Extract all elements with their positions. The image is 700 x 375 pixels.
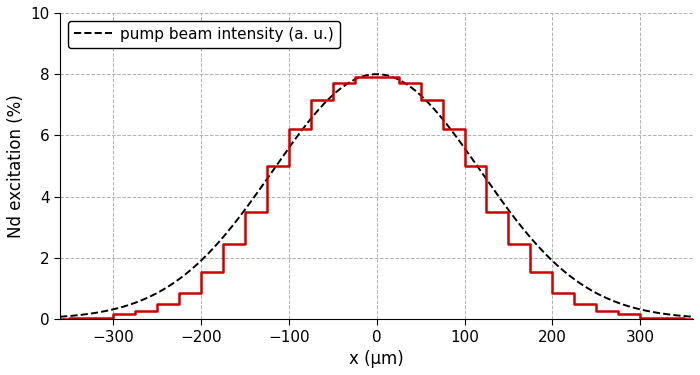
pump beam intensity (a. u.): [372, 72, 381, 76]
pump beam intensity (a. u.): [671, 313, 679, 317]
Y-axis label: Nd excitation (%): Nd excitation (%): [7, 94, 25, 238]
pump beam intensity (a. u.): [554, 264, 563, 269]
pump beam intensity (a. u.): [689, 315, 697, 319]
Line: pump beam intensity (a. u.): pump beam intensity (a. u.): [60, 74, 693, 317]
pump beam intensity (a. u.): [56, 315, 64, 319]
pump beam intensity (a. u.): [347, 79, 356, 84]
Legend: pump beam intensity (a. u.): pump beam intensity (a. u.): [68, 21, 340, 48]
pump beam intensity (a. u.): [364, 73, 372, 77]
X-axis label: x (μm): x (μm): [349, 350, 404, 368]
pump beam intensity (a. u.): [88, 311, 97, 316]
pump beam intensity (a. u.): [671, 313, 679, 317]
